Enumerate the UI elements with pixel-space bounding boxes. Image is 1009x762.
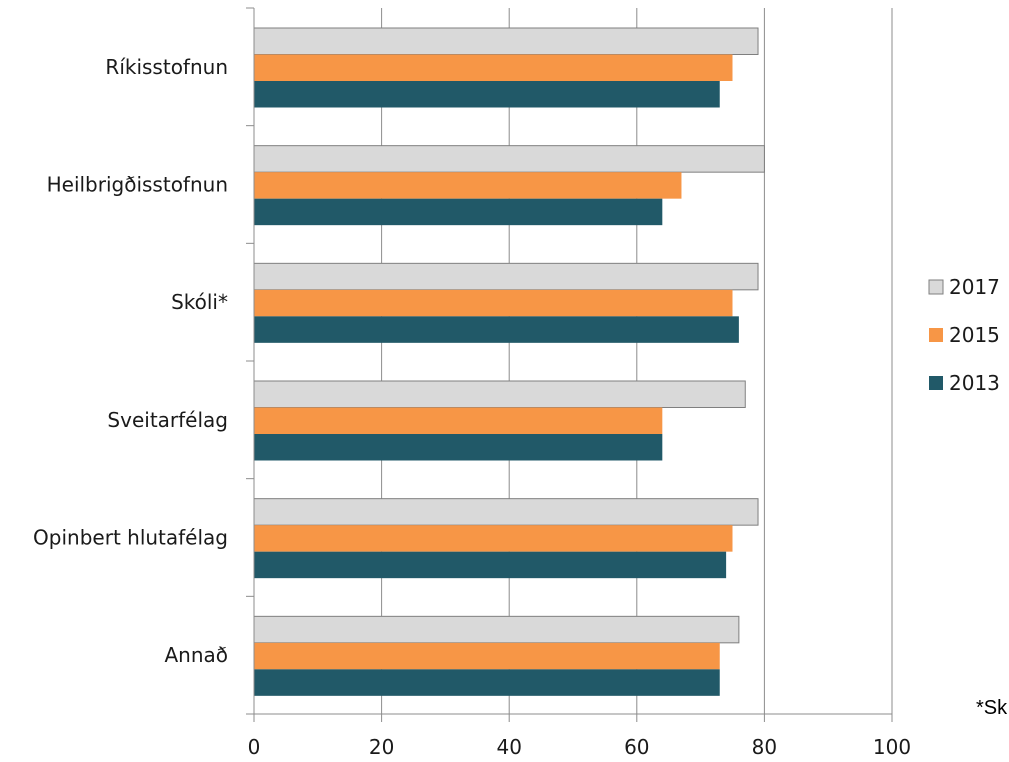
legend-swatch-2015 [929, 328, 943, 342]
bar-2017-4 [253, 498, 759, 526]
bar-2015-4 [254, 525, 733, 552]
bar-2013-2 [254, 316, 739, 343]
bar-2015-5 [254, 642, 720, 670]
bar-2015-1 [254, 172, 682, 199]
legend-label-2017: 2017 [949, 275, 1000, 299]
x-tick-label: 0 [248, 735, 261, 759]
category-label: Sveitarfélag [107, 408, 228, 432]
bar-2013-0 [254, 81, 720, 108]
axes [246, 7, 893, 722]
category-label: Ríkisstofnun [105, 55, 228, 79]
category-label: Skóli* [171, 290, 228, 314]
bar-2017-5 [253, 615, 740, 644]
gridlines [381, 8, 893, 714]
bar-2013-4 [254, 551, 727, 579]
bar-2015-3 [254, 407, 663, 434]
x-tick-label: 80 [752, 735, 777, 759]
category-label: Annað [164, 643, 228, 667]
x-tick-label: 40 [496, 735, 521, 759]
bar-2013-5 [254, 669, 720, 696]
x-tick-label: 20 [369, 735, 394, 759]
footnote: *Sk [976, 697, 1008, 719]
legend-swatch-2013 [929, 376, 943, 390]
x-tick-labels: 0 20 40 60 80 100 [248, 735, 911, 759]
category-label: Heilbrigðisstofnun [47, 173, 228, 197]
x-tick-label: 100 [873, 735, 911, 759]
bar-2015-2 [254, 289, 733, 317]
bar-2015-0 [254, 54, 733, 81]
bar-2017-3 [253, 380, 746, 408]
x-tick-label: 60 [624, 735, 649, 759]
bar-2017-2 [253, 262, 759, 291]
bar-2017-1 [253, 145, 765, 173]
legend-swatch-2017 [928, 279, 944, 295]
legend: 2017 2015 2013 [928, 275, 1000, 395]
bars [253, 27, 765, 696]
legend-label-2015: 2015 [949, 323, 1000, 347]
category-labels: Ríkisstofnun Heilbrigðisstofnun Skóli* Svei… [33, 55, 228, 667]
bar-2013-3 [254, 434, 663, 461]
legend-label-2013: 2013 [949, 371, 1000, 395]
category-label: Opinbert hlutafélag [33, 526, 228, 550]
bar-2017-0 [253, 27, 759, 55]
bar-2013-1 [254, 198, 663, 226]
